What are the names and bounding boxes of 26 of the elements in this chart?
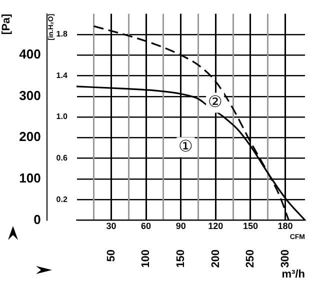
y-tick-label: 300 (19, 88, 41, 103)
x2-tick-label: 150 (174, 249, 187, 268)
x-tick-label: 60 (141, 221, 152, 232)
y2-tick-label: 0.2 (56, 194, 68, 204)
x-tick-label: 120 (208, 221, 224, 232)
y2-tick-label: 1.8 (56, 30, 68, 39)
y-tick-label: 0 (34, 212, 41, 227)
y2-tick-label: 1.0 (56, 112, 68, 122)
y-axis-title: [Pa] (0, 13, 13, 35)
x2-axis-title: m³/h (282, 268, 306, 280)
x-tick-label: 30 (106, 221, 116, 232)
x-tick-label: 180 (278, 221, 293, 232)
y2-tick-label: 1.4 (56, 70, 68, 80)
y2-tick-label: 0.6 (56, 154, 68, 163)
x2-tick-label: 50 (105, 249, 118, 262)
y-tick-label: 200 (19, 129, 41, 144)
x-tick-label: 90 (176, 221, 186, 232)
x2-tick-label: 250 (244, 249, 257, 268)
series-label: ② (208, 92, 222, 111)
y-tick-label: 400 (19, 46, 41, 62)
x2-tick-label: 100 (140, 249, 152, 268)
x-tick-label: 150 (242, 221, 258, 232)
x2-tick-label: 200 (210, 249, 222, 268)
y-tick-label: 100 (19, 170, 41, 186)
text: ① (178, 136, 193, 156)
x2-tick-label: 300 (280, 249, 292, 268)
